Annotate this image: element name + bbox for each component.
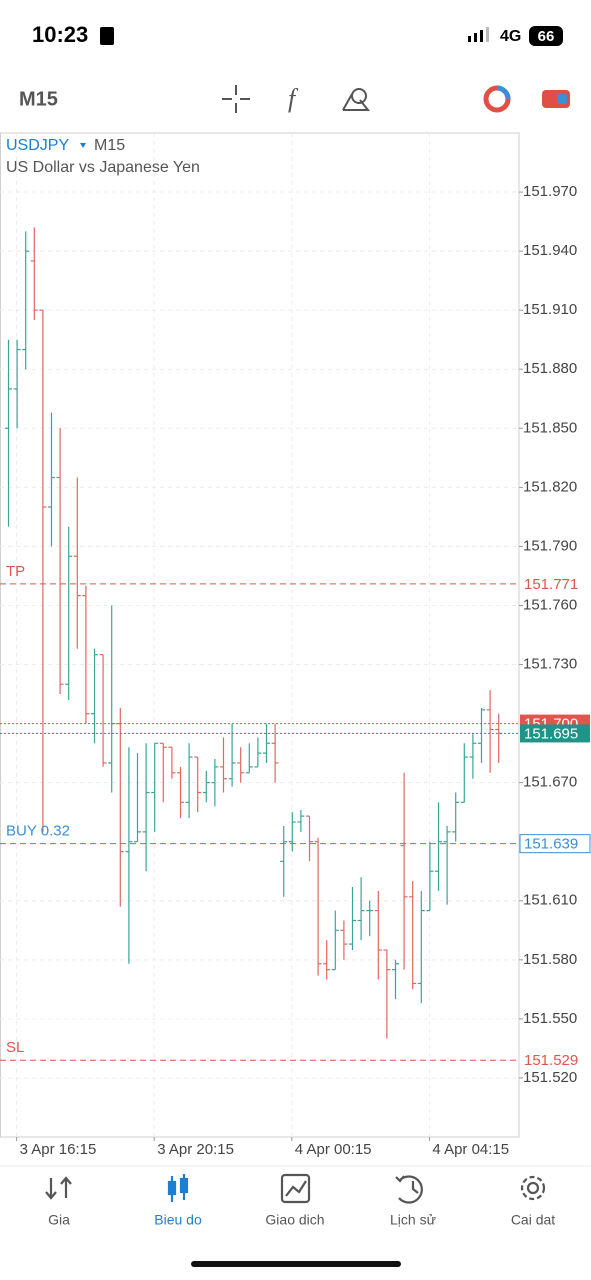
symbol-dropdown[interactable] xyxy=(80,143,86,148)
y-tick-label: 151.940 xyxy=(523,242,577,259)
y-tick-label: 151.760 xyxy=(523,596,577,613)
level-name: TP xyxy=(6,563,25,580)
trade-button-arc xyxy=(496,85,511,100)
nav-label[interactable]: Cai dat xyxy=(511,1212,555,1228)
objects-button[interactable] xyxy=(342,88,371,111)
level-price: 151.639 xyxy=(524,836,578,853)
y-tick-label: 151.850 xyxy=(523,419,577,436)
y-tick-label: 151.910 xyxy=(523,301,577,318)
level-price: 151.695 xyxy=(524,725,578,742)
y-tick-label: 151.670 xyxy=(523,774,577,791)
timeframe-button[interactable]: M15 xyxy=(19,88,58,110)
nav-label[interactable]: Lịch sử xyxy=(390,1212,436,1228)
nav-label[interactable]: Giao dich xyxy=(265,1212,324,1228)
nav-icons xyxy=(45,1173,546,1204)
battery xyxy=(529,26,563,46)
symbol-description: US Dollar vs Japanese Yen xyxy=(6,159,200,176)
y-tick-label: 151.820 xyxy=(523,478,577,495)
level-name: SL xyxy=(6,1039,24,1056)
chart-timeframe: M15 xyxy=(94,137,125,154)
level-box xyxy=(520,1051,590,1070)
nav-label[interactable]: Bieu do xyxy=(154,1212,202,1228)
y-tick-label: 151.610 xyxy=(523,892,577,909)
x-tick-label: 3 Apr 20:15 xyxy=(157,1141,234,1158)
x-tick-label: 4 Apr 04:15 xyxy=(432,1141,509,1158)
chart-frame xyxy=(0,132,520,1138)
nav-label[interactable]: Gia xyxy=(48,1212,70,1228)
crosshair-button[interactable] xyxy=(222,85,250,113)
level-price: 151.771 xyxy=(524,576,578,593)
x-tick-label: 4 Apr 00:15 xyxy=(295,1141,372,1158)
clock: 10:23 xyxy=(32,22,88,47)
symbol[interactable]: USDJPY xyxy=(6,137,69,154)
id-icon xyxy=(100,27,114,45)
indicator-button[interactable]: f xyxy=(288,84,299,113)
network: 4G xyxy=(500,28,521,45)
battery-level: 66 xyxy=(538,28,555,45)
home-indicator xyxy=(191,1261,401,1267)
y-tick-label: 151.550 xyxy=(523,1010,577,1027)
y-tick-label: 151.730 xyxy=(523,655,577,672)
y-tick-label: 151.880 xyxy=(523,360,577,377)
level-name: BUY 0.32 xyxy=(6,823,70,840)
y-tick-label: 151.580 xyxy=(523,951,577,968)
signal xyxy=(468,27,489,42)
level-box xyxy=(520,574,590,593)
y-tick-label: 151.790 xyxy=(523,537,577,554)
y-tick-label: 151.970 xyxy=(523,183,577,200)
x-tick-label: 3 Apr 16:15 xyxy=(20,1141,97,1158)
oneclick-inner xyxy=(557,94,567,104)
level-price: 151.529 xyxy=(524,1052,578,1069)
level-box xyxy=(520,724,590,743)
y-tick-label: 151.520 xyxy=(523,1069,577,1086)
level-box xyxy=(519,834,591,854)
plot xyxy=(0,133,519,1137)
